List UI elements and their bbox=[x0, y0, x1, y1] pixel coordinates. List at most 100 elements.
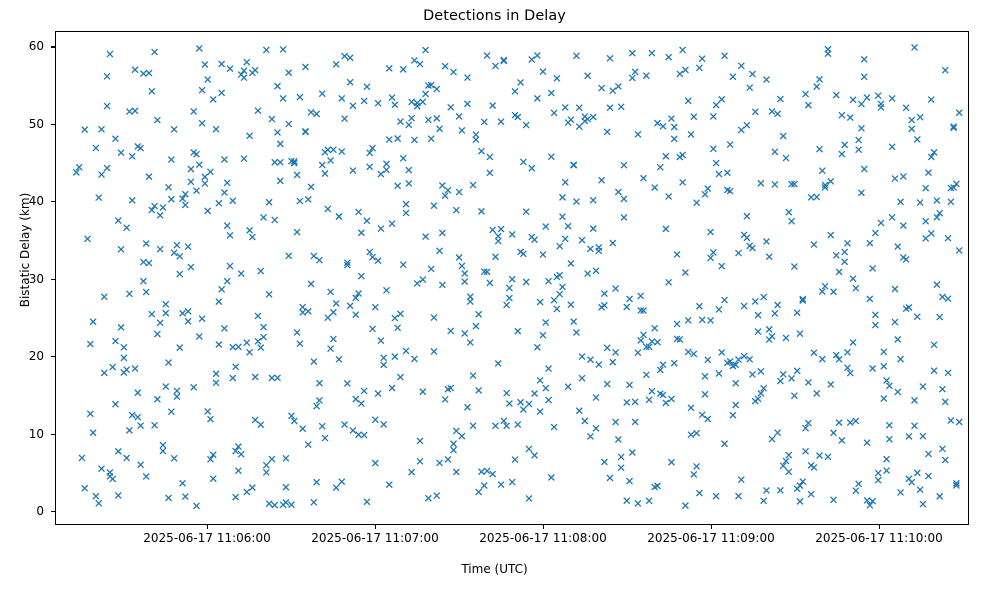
scatter-point bbox=[469, 372, 477, 380]
scatter-point bbox=[762, 76, 770, 84]
scatter-point bbox=[162, 383, 170, 391]
scatter-point bbox=[522, 278, 530, 286]
scatter-point bbox=[480, 118, 488, 126]
scatter-point bbox=[338, 148, 346, 156]
scatter-point bbox=[740, 302, 748, 310]
scatter-point bbox=[137, 461, 145, 469]
scatter-point bbox=[165, 494, 173, 502]
scatter-point bbox=[835, 268, 843, 276]
scatter-point bbox=[508, 230, 516, 238]
scatter-point bbox=[553, 74, 561, 82]
scatter-point bbox=[913, 135, 921, 143]
scatter-point bbox=[796, 482, 804, 490]
scatter-point bbox=[693, 429, 701, 437]
scatter-point bbox=[818, 288, 826, 296]
scatter-point bbox=[871, 229, 879, 237]
scatter-point bbox=[539, 68, 547, 76]
scatter-point bbox=[430, 348, 438, 355]
scatter-point bbox=[232, 493, 240, 501]
scatter-point bbox=[313, 478, 321, 486]
scatter-point bbox=[670, 359, 678, 367]
scatter-point bbox=[634, 349, 642, 357]
scatter-point bbox=[304, 195, 312, 203]
scatter-point bbox=[433, 492, 441, 500]
scatter-point bbox=[952, 479, 960, 487]
scatter-point bbox=[198, 119, 206, 127]
scatter-point bbox=[885, 435, 893, 443]
scatter-point bbox=[260, 323, 267, 331]
scatter-point bbox=[209, 475, 217, 483]
scatter-point bbox=[654, 119, 661, 127]
scatter-point bbox=[841, 258, 849, 266]
scatter-point bbox=[567, 116, 575, 124]
scatter-point bbox=[556, 271, 564, 279]
scatter-point bbox=[589, 113, 597, 121]
scatter-point bbox=[863, 94, 871, 102]
scatter-point bbox=[352, 311, 360, 319]
scatter-point bbox=[584, 72, 592, 80]
scatter-point bbox=[676, 70, 684, 78]
scatter-point bbox=[251, 373, 259, 381]
scatter-point bbox=[405, 179, 413, 187]
scatter-point bbox=[257, 344, 265, 352]
scatter-point bbox=[285, 120, 293, 128]
scatter-point bbox=[589, 196, 597, 204]
x-tick-label: 2025-06-17 11:07:00 bbox=[311, 531, 439, 545]
scatter-point bbox=[804, 101, 812, 109]
scatter-point bbox=[600, 458, 608, 466]
scatter-point bbox=[229, 374, 237, 382]
scatter-point bbox=[505, 284, 513, 292]
scatter-point bbox=[715, 305, 723, 313]
scatter-point bbox=[494, 360, 502, 367]
scatter-point bbox=[793, 309, 801, 317]
scatter-point bbox=[531, 390, 539, 397]
scatter-point bbox=[165, 183, 173, 191]
scatter-point bbox=[220, 189, 228, 197]
scatter-point bbox=[827, 231, 835, 239]
scatter-point bbox=[679, 151, 687, 159]
scatter-point bbox=[519, 406, 527, 413]
scatter-point bbox=[816, 75, 823, 83]
scatter-point bbox=[869, 264, 877, 272]
scatter-point bbox=[684, 97, 692, 105]
scatter-point bbox=[687, 404, 695, 412]
y-tick-label: 50 bbox=[28, 116, 44, 131]
scatter-point bbox=[424, 116, 432, 124]
scatter-point bbox=[600, 290, 608, 298]
scatter-point bbox=[939, 385, 946, 393]
scatter-point bbox=[123, 224, 131, 232]
scatter-point bbox=[762, 486, 770, 494]
scatter-point bbox=[743, 212, 751, 220]
scatter-point bbox=[849, 96, 857, 104]
scatter-point bbox=[430, 314, 438, 322]
scatter-point bbox=[190, 383, 198, 391]
scatter-point bbox=[408, 98, 416, 106]
scatter-point bbox=[908, 125, 916, 133]
x-tick-mark bbox=[207, 525, 209, 529]
scatter-point bbox=[830, 288, 837, 296]
scatter-point bbox=[366, 163, 374, 171]
y-tick-mark bbox=[51, 201, 55, 203]
scatter-point bbox=[335, 355, 343, 363]
scatter-point bbox=[321, 434, 329, 442]
scatter-point bbox=[830, 496, 837, 504]
scatter-point bbox=[614, 188, 622, 196]
scatter-point bbox=[735, 249, 742, 257]
scatter-point bbox=[254, 107, 262, 115]
scatter-point bbox=[444, 186, 452, 194]
scatter-point bbox=[614, 436, 622, 443]
scatter-point bbox=[106, 50, 114, 58]
scatter-point bbox=[391, 101, 399, 109]
scatter-point bbox=[788, 180, 796, 188]
scatter-point bbox=[704, 415, 712, 423]
scatter-point bbox=[760, 497, 768, 505]
scatter-point bbox=[237, 270, 245, 278]
scatter-point bbox=[667, 395, 675, 403]
scatter-point bbox=[799, 295, 807, 303]
scatter-point bbox=[930, 367, 938, 375]
scatter-point bbox=[648, 337, 656, 345]
scatter-point bbox=[883, 455, 891, 463]
scatter-point bbox=[469, 422, 477, 430]
scatter-point bbox=[508, 478, 516, 486]
scatter-point bbox=[863, 496, 871, 504]
